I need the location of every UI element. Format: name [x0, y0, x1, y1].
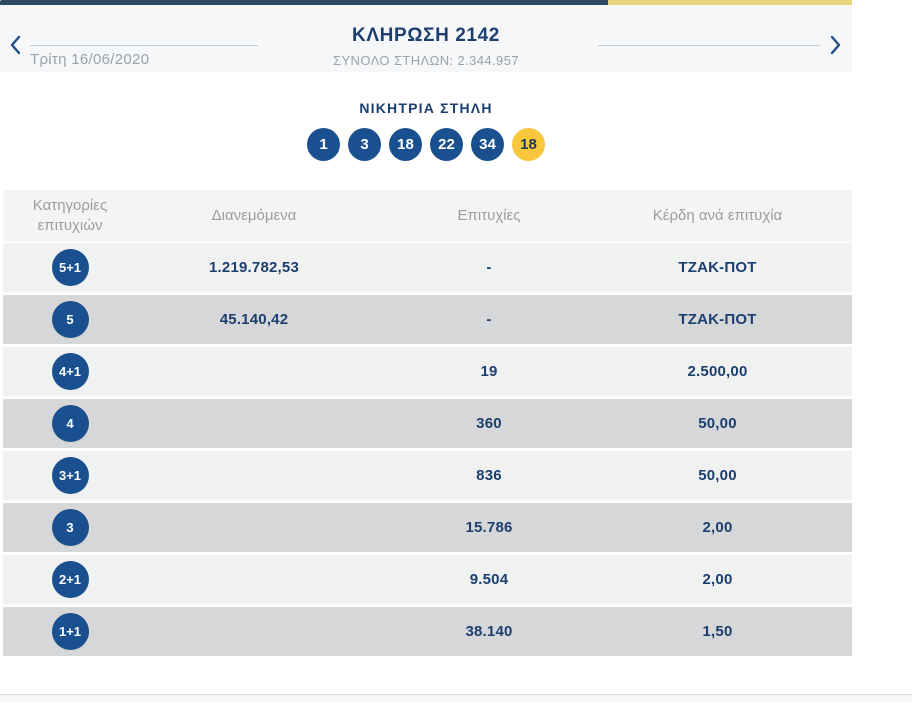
header-divider-left — [30, 45, 258, 46]
chevron-left-icon — [9, 35, 22, 58]
category-badge: 5+1 — [51, 249, 89, 286]
column-header-wins: Επιτυχίες — [457, 206, 521, 224]
previous-draw-button[interactable] — [4, 34, 26, 58]
table-row: 3 15.786 2,00 — [3, 503, 852, 552]
category-badge: 2+1 — [51, 561, 89, 598]
wins-count: 38.140 — [465, 623, 513, 640]
category-badge: 5 — [51, 301, 89, 338]
results-table: Κατηγορίες επιτυχιών Διανεμόμενα Επιτυχί… — [3, 190, 852, 656]
prize-per-win: ΤΖΑΚ-ΠΟΤ — [678, 259, 757, 276]
category-cell: 1+1 — [3, 613, 137, 650]
category-cell: 5+1 — [3, 249, 137, 286]
top-bar-spacer — [852, 0, 912, 5]
category-cell: 2+1 — [3, 561, 137, 598]
table-row: 4 360 50,00 — [3, 399, 852, 448]
category-cell: 4+1 — [3, 353, 137, 390]
draw-title: ΚΛΗΡΩΣΗ 2142 — [352, 25, 500, 46]
distributed-amount: 1.219.782,53 — [209, 259, 299, 276]
prize-per-win: 2,00 — [702, 571, 733, 588]
table-row: 5+1 1.219.782,53 - ΤΖΑΚ-ΠΟΤ — [3, 243, 852, 292]
footer-section-edge — [0, 694, 912, 702]
joker-number-ball: 18 — [512, 128, 545, 161]
winning-numbers: 1 3 18 22 34 18 — [0, 128, 852, 161]
category-badge: 4+1 — [51, 353, 89, 390]
draw-header: Τρίτη 16/06/2020 ΚΛΗΡΩΣΗ 2142 ΣΥΝΟΛΟ ΣΤΗ… — [0, 5, 852, 72]
category-cell: 3 — [3, 509, 137, 546]
chevron-right-icon — [829, 35, 842, 58]
results-table-body: 5+1 1.219.782,53 - ΤΖΑΚ-ΠΟΤ 5 45.140,42 - ΤΖΑΚ-… — [3, 243, 852, 656]
wins-count: 836 — [476, 467, 502, 484]
results-table-header: Κατηγορίες επιτυχιών Διανεμόμενα Επιτυχί… — [3, 190, 852, 242]
winning-column-title: ΝΙΚΗΤΡΙΑ ΣΤΗΛΗ — [359, 100, 493, 116]
table-row: 5 45.140,42 - ΤΖΑΚ-ΠΟΤ — [3, 295, 852, 344]
winning-number-ball: 3 — [348, 128, 381, 161]
next-draw-button[interactable] — [824, 34, 846, 58]
prize-per-win: ΤΖΑΚ-ΠΟΤ — [678, 311, 757, 328]
category-badge: 3+1 — [51, 457, 89, 494]
column-header-prize: Κέρδη ανά επιτυχία — [652, 206, 783, 224]
wins-count: - — [486, 259, 492, 276]
top-bar-blue-segment — [0, 0, 608, 5]
table-row: 4+1 19 2.500,00 — [3, 347, 852, 396]
winning-number-ball: 1 — [307, 128, 340, 161]
brand-top-bar — [0, 0, 912, 5]
total-columns-label: ΣΥΝΟΛΟ ΣΤΗΛΩΝ: 2.344.957 — [333, 53, 519, 68]
category-cell: 5 — [3, 301, 137, 338]
distributed-amount: 45.140,42 — [219, 311, 289, 328]
category-cell: 4 — [3, 405, 137, 442]
category-cell: 3+1 — [3, 457, 137, 494]
wins-count: 360 — [476, 415, 502, 432]
category-badge: 3 — [51, 509, 89, 546]
wins-count: - — [486, 311, 492, 328]
wins-count: 9.504 — [469, 571, 509, 588]
prize-per-win: 1,50 — [702, 623, 733, 640]
winning-number-ball: 22 — [430, 128, 463, 161]
table-row: 3+1 836 50,00 — [3, 451, 852, 500]
draw-date: Τρίτη 16/06/2020 — [30, 51, 150, 68]
category-badge: 4 — [51, 405, 89, 442]
prize-per-win: 2.500,00 — [687, 363, 748, 380]
wins-count: 15.786 — [465, 519, 513, 536]
category-badge: 1+1 — [51, 613, 89, 650]
table-row: 1+1 38.140 1,50 — [3, 607, 852, 656]
wins-count: 19 — [480, 363, 498, 380]
draw-title-block: ΚΛΗΡΩΣΗ 2142 ΣΥΝΟΛΟ ΣΤΗΛΩΝ: 2.344.957 — [0, 25, 852, 68]
prize-per-win: 50,00 — [698, 415, 737, 432]
prize-per-win: 2,00 — [702, 519, 733, 536]
winning-column-section: ΝΙΚΗΤΡΙΑ ΣΤΗΛΗ 1 3 18 22 34 18 — [0, 100, 852, 161]
table-row: 2+1 9.504 2,00 — [3, 555, 852, 604]
winning-number-ball: 18 — [389, 128, 422, 161]
prize-per-win: 50,00 — [698, 467, 737, 484]
top-bar-yellow-segment — [608, 0, 852, 5]
column-header-categories: Κατηγορίες επιτυχιών — [32, 196, 108, 234]
winning-number-ball: 34 — [471, 128, 504, 161]
header-divider-right — [598, 45, 820, 46]
column-header-distributed: Διανεμόμενα — [211, 206, 297, 224]
